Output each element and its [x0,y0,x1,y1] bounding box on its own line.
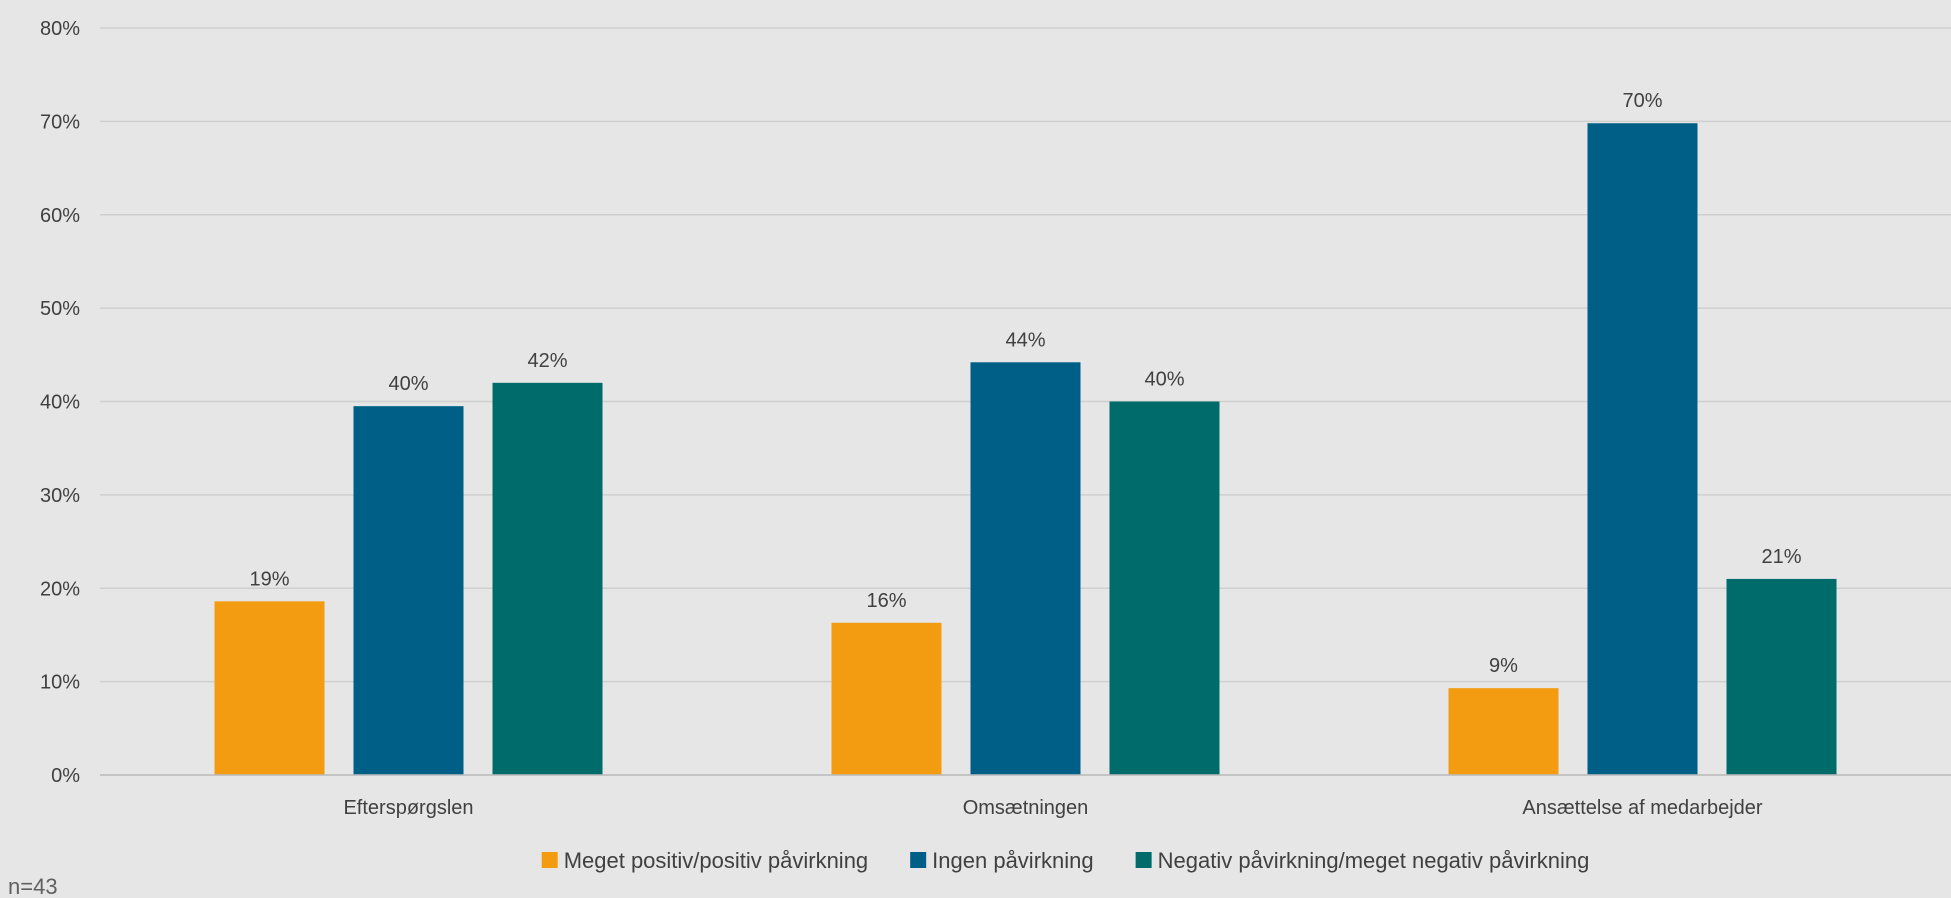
bar-2-2 [970,362,1081,775]
data-label: 9% [1489,655,1518,677]
y-tick-label: 70% [40,111,80,133]
data-label: 21% [1761,546,1801,568]
bar-1-1 [214,601,325,775]
data-label: 40% [1144,369,1184,391]
data-labels: 19% 40% 42% 16% 44% 40% 9% 70% 21% [249,90,1801,677]
y-tick-label: 50% [40,298,80,320]
bar-3-3 [1726,578,1837,775]
legend-label: Meget positiv/positiv påvirkning [564,848,868,873]
data-label: 70% [1622,90,1662,112]
y-axis: 0% 10% 20% 30% 40% 50% 60% 70% 80% [40,18,80,787]
y-tick-label: 10% [40,672,80,694]
legend-label: Negativ påvirkning/meget negativ påvirkn… [1158,848,1590,873]
data-label: 42% [527,350,567,372]
bar-2-1 [353,406,464,775]
y-tick-label: 30% [40,485,80,507]
bar-1-2 [831,622,942,775]
legend-label: Ingen påvirkning [932,848,1093,873]
bar-3-2 [1109,401,1220,775]
y-tick-label: 40% [40,392,80,414]
y-tick-label: 20% [40,578,80,600]
data-label: 40% [388,373,428,395]
legend-swatch-2 [910,852,927,868]
y-tick-label: 60% [40,205,80,227]
data-label: 16% [866,590,906,612]
data-label: 19% [249,568,289,590]
y-tick-label: 0% [51,765,80,787]
bar-1-3 [1448,688,1559,775]
data-label: 44% [1005,329,1045,351]
category-label: Efterspørgslen [343,797,473,819]
category-label: Omsætningen [963,797,1089,819]
legend-swatch-1 [541,852,558,868]
category-label: Ansættelse af medarbejder [1522,797,1762,819]
legend: Meget positiv/positiv påvirkning Ingen på… [541,848,1590,873]
legend-swatch-3 [1135,852,1152,868]
bar-2-3 [1587,123,1698,776]
bars [214,123,1837,776]
sample-size-note: n=43 [8,874,58,898]
y-tick-label: 80% [40,18,80,40]
x-axis: Efterspørgslen Omsætningen Ansættelse af m… [100,774,1951,819]
bar-3-1 [492,382,603,775]
